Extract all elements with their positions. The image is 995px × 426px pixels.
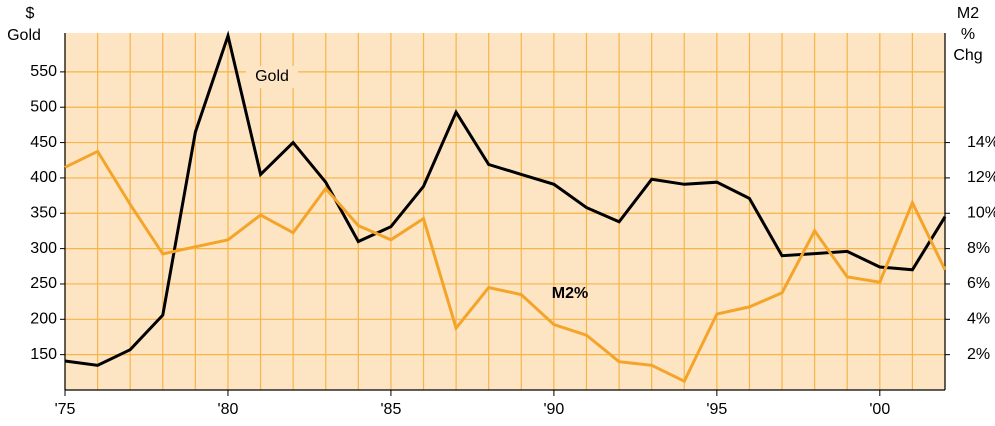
y-axis-label: Gold: [7, 27, 41, 44]
y2-axis-label: %: [961, 26, 975, 43]
y-tick-label: 300: [30, 240, 57, 257]
x-tick-label: '90: [543, 401, 564, 418]
y-tick-label: 500: [30, 98, 57, 115]
y-tick-label: 550: [30, 63, 57, 80]
y-tick-label: 400: [30, 169, 57, 186]
y-tick-label: 150: [30, 346, 57, 363]
series-label: Gold: [255, 68, 289, 85]
y-tick-label: 450: [30, 134, 57, 151]
y-axis-label: $: [26, 5, 35, 22]
x-tick-label: '85: [380, 401, 401, 418]
label-background: [246, 66, 298, 88]
y2-tick-label: 6%: [967, 275, 990, 292]
y-tick-label: 200: [30, 311, 57, 328]
y2-tick-label: 2%: [967, 346, 990, 363]
y-tick-label: 350: [30, 204, 57, 221]
plot-background: [65, 33, 945, 390]
y2-tick-label: 8%: [967, 240, 990, 257]
y2-axis-label: M2: [957, 5, 979, 22]
x-tick-label: '00: [869, 401, 890, 418]
y2-tick-label: 4%: [967, 311, 990, 328]
y2-axis-label: Chg: [953, 47, 982, 64]
x-tick-label: '80: [218, 401, 239, 418]
y2-tick-label: 12%: [967, 169, 995, 186]
y2-tick-label: 10%: [967, 204, 995, 221]
y2-tick-label: 14%: [967, 134, 995, 151]
series-line: [64, 149, 947, 384]
y-tick-label: 250: [30, 275, 57, 292]
series-label: M2%: [552, 285, 588, 302]
series-line: [64, 30, 947, 367]
x-tick-label: '75: [55, 401, 76, 418]
x-tick-label: '95: [706, 401, 727, 418]
